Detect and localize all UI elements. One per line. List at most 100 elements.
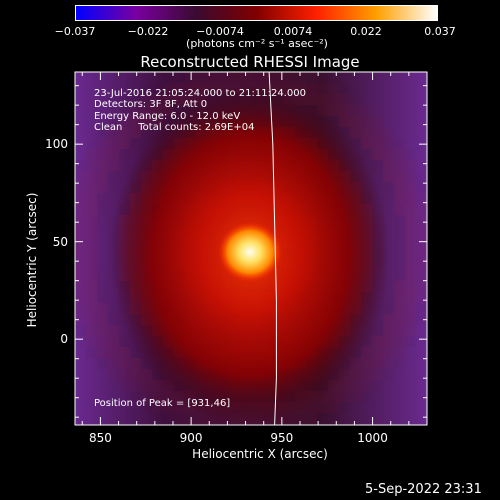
heatmap-cell (240, 424, 251, 425)
heatmap-cell (97, 215, 108, 226)
heatmap-cell (394, 259, 405, 270)
heatmap-cell (372, 369, 383, 380)
heatmap-cell (350, 369, 361, 380)
heatmap-cell (372, 127, 383, 138)
heatmap-cell (141, 391, 152, 402)
heatmap-cell (361, 127, 372, 138)
heatmap-cell (108, 347, 119, 358)
heatmap-cell (97, 292, 108, 303)
solar-limb-curve (268, 72, 277, 425)
heatmap-cell (295, 72, 306, 83)
heatmap-cell (86, 314, 97, 325)
heatmap-cell (86, 138, 97, 149)
heatmap-cell (350, 116, 361, 127)
heatmap-cell (361, 149, 372, 160)
heatmap-cell (97, 182, 108, 193)
heatmap-cell (284, 83, 295, 94)
heatmap-cell (394, 347, 405, 358)
heatmap-cell (207, 424, 218, 425)
heatmap-cell (108, 138, 119, 149)
heatmap-cell (152, 94, 163, 105)
heatmap-cell (328, 83, 339, 94)
heatmap-cell (361, 347, 372, 358)
y-tick-label: 100 (45, 137, 68, 152)
heatmap-cell (130, 358, 141, 369)
heatmap-cell (405, 336, 416, 347)
heatmap-cell (416, 193, 427, 204)
heatmap-cell (130, 105, 141, 116)
heatmap-cell (75, 182, 86, 193)
heatmap-cell (405, 281, 416, 292)
heatmap-cell (163, 105, 174, 116)
heatmap-cell (372, 138, 383, 149)
heatmap-cell (383, 369, 394, 380)
heatmap-cell (163, 72, 174, 83)
colorbar-units: (photons cm⁻² s⁻¹ asec⁻²) (186, 37, 328, 50)
heatmap-cell (383, 127, 394, 138)
colorbar-tick-label: −0.0074 (196, 25, 244, 38)
heatmap-cell (383, 149, 394, 160)
heatmap-cell (218, 72, 229, 83)
heatmap-cell (130, 116, 141, 127)
heatmap-cell (218, 424, 229, 425)
heatmap-cell (130, 391, 141, 402)
heatmap-cell (97, 160, 108, 171)
heatmap-cell (317, 83, 328, 94)
heatmap-cell (75, 160, 86, 171)
heatmap-cell (394, 204, 405, 215)
heatmap-cell (405, 215, 416, 226)
heatmap-cell (119, 149, 130, 160)
heatmap-cell (86, 270, 97, 281)
emission-core (218, 222, 282, 282)
heatmap-cell (394, 292, 405, 303)
heatmap-cell (97, 259, 108, 270)
heatmap-cell (97, 325, 108, 336)
heatmap-cell (119, 171, 130, 182)
heatmap-cell (196, 83, 207, 94)
heatmap-cell (339, 402, 350, 413)
heatmap-cell (339, 380, 350, 391)
heatmap-cell (383, 215, 394, 226)
heatmap-cell (361, 358, 372, 369)
heatmap-cell (229, 424, 240, 425)
heatmap-cell (361, 391, 372, 402)
heatmap-cell (174, 402, 185, 413)
heatmap-cell (394, 303, 405, 314)
heatmap-cell (97, 138, 108, 149)
heatmap-cell (416, 303, 427, 314)
heatmap-cell (306, 72, 317, 83)
heatmap-cell (75, 314, 86, 325)
heatmap-cell (394, 193, 405, 204)
heatmap-cell (295, 424, 306, 435)
heatmap-cell (306, 413, 317, 424)
heatmap-cell (383, 193, 394, 204)
heatmap-cell (328, 413, 339, 424)
heatmap-cell (141, 94, 152, 105)
heatmap-cell (328, 391, 339, 402)
heatmap-cell (394, 160, 405, 171)
heatmap-cell (152, 380, 163, 391)
heatmap-cell (416, 281, 427, 292)
colorbar-tick-label: 0.022 (350, 25, 382, 38)
heatmap-cell (317, 94, 328, 105)
heatmap-cell (75, 325, 86, 336)
heatmap-cell (328, 402, 339, 413)
heatmap-cell (75, 259, 86, 270)
heatmap-cell (405, 160, 416, 171)
heatmap-cell (416, 237, 427, 248)
heatmap-cell (405, 182, 416, 193)
heatmap-cell (372, 171, 383, 182)
heatmap-cell (75, 226, 86, 237)
heatmap-cell (350, 105, 361, 116)
heatmap-cell (185, 72, 196, 83)
heatmap-cell (152, 391, 163, 402)
heatmap-cell (394, 171, 405, 182)
heatmap-cell (229, 72, 240, 83)
heatmap-cell (416, 204, 427, 215)
heatmap-cell (163, 413, 174, 424)
heatmap-cell (306, 83, 317, 94)
heatmap-cell (119, 369, 130, 380)
heatmap-cell (405, 259, 416, 270)
heatmap-cell (405, 270, 416, 281)
